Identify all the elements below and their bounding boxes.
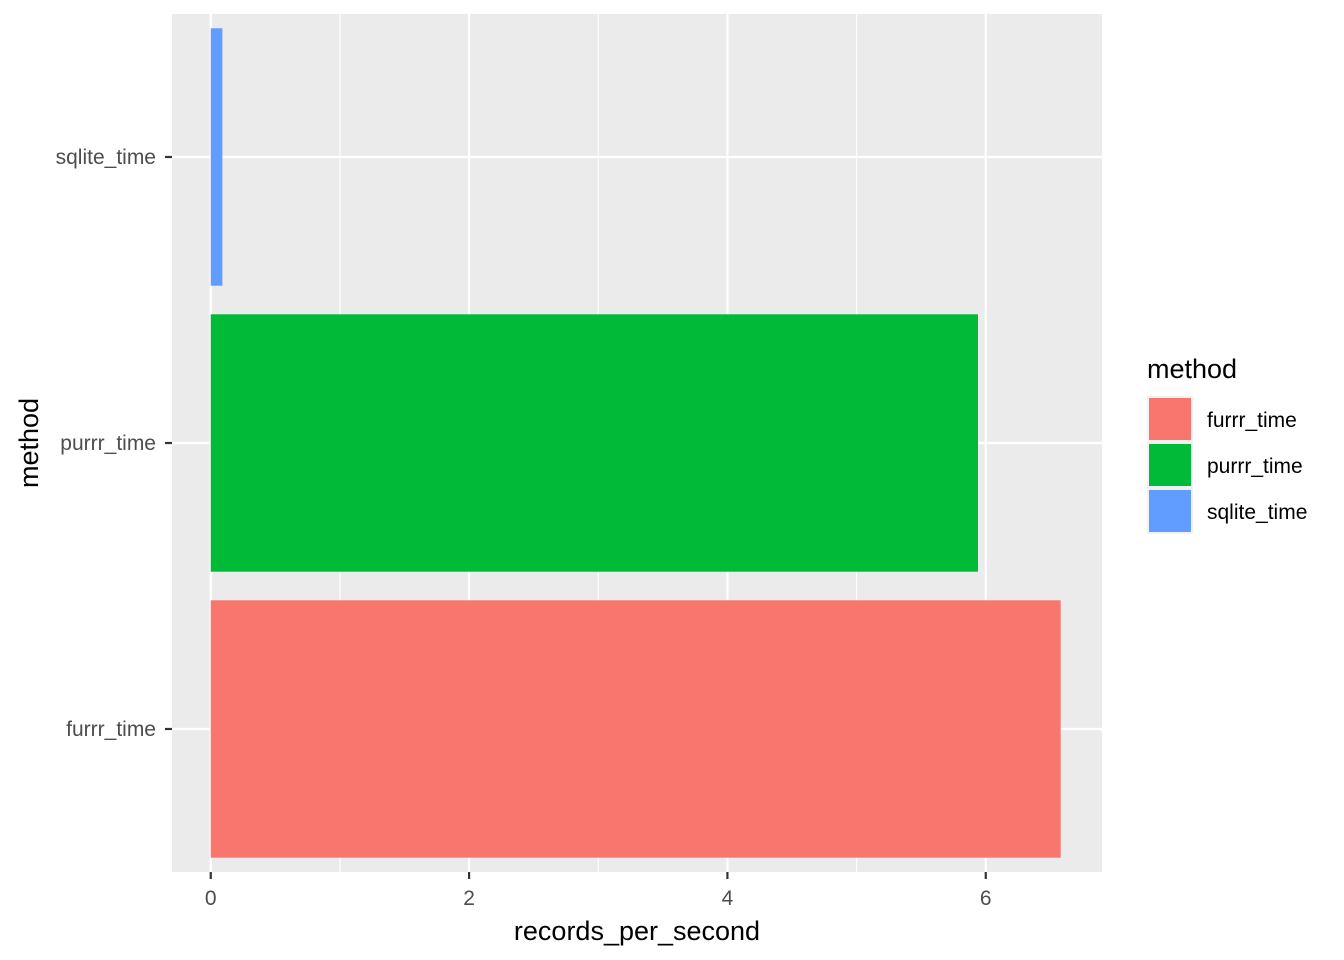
- plot-panel: [172, 14, 1102, 872]
- legend-label: sqlite_time: [1207, 501, 1307, 524]
- legend-title: method: [1147, 354, 1237, 384]
- legend-swatch-furrr_time: [1149, 398, 1191, 440]
- y-axis-title: method: [14, 398, 44, 488]
- bar-purrr_time: [210, 314, 978, 572]
- legend-label: furrr_time: [1207, 409, 1297, 432]
- x-tick-label: 0: [205, 887, 217, 910]
- x-axis-title: records_per_second: [514, 916, 760, 946]
- legend-label: purrr_time: [1207, 455, 1303, 478]
- legend-swatch-purrr_time: [1149, 444, 1191, 486]
- bar-sqlite_time: [210, 28, 223, 286]
- x-tick-label: 2: [463, 887, 475, 910]
- y-axis: furrr_time purrr_time sqlite_time: [56, 146, 172, 741]
- y-tick-label: sqlite_time: [56, 146, 156, 169]
- x-tick-label: 4: [722, 887, 734, 910]
- bars: [210, 28, 1061, 858]
- y-tick-label: purrr_time: [60, 432, 156, 455]
- legend-swatch-sqlite_time: [1149, 490, 1191, 532]
- bar-furrr_time: [210, 600, 1061, 858]
- legend: method furrr_time purrr_time sqlite_time: [1147, 354, 1307, 534]
- x-axis: 0 2 4 6: [205, 872, 992, 910]
- x-tick-label: 6: [980, 887, 992, 910]
- y-tick-label: furrr_time: [66, 718, 156, 741]
